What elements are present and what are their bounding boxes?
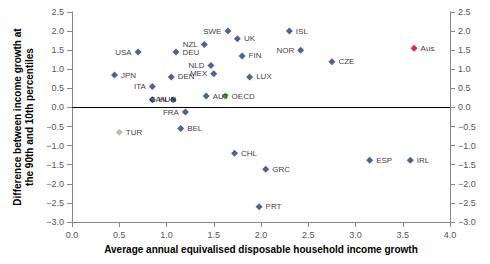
- svg-text:LUX: LUX: [256, 72, 272, 81]
- svg-text:0.0: 0.0: [66, 230, 79, 240]
- svg-text:Difference between income grow: Difference between income growth at: [12, 28, 23, 206]
- svg-text:SWE: SWE: [203, 27, 221, 36]
- svg-text:2.0: 2.0: [51, 26, 64, 36]
- svg-text:1.0: 1.0: [160, 230, 173, 240]
- svg-text:DEN: DEN: [177, 72, 195, 82]
- svg-text:AUT: AUT: [213, 92, 229, 101]
- svg-text:CAN: CAN: [150, 95, 167, 104]
- svg-text:USA: USA: [115, 48, 132, 57]
- svg-text:−0.5: −0.5: [458, 122, 476, 132]
- svg-text:2.5: 2.5: [458, 7, 471, 17]
- svg-text:2.0: 2.0: [458, 26, 471, 36]
- svg-text:OECD: OECD: [232, 92, 255, 101]
- svg-text:−3.0: −3.0: [46, 217, 64, 227]
- svg-text:0.5: 0.5: [458, 83, 471, 93]
- svg-text:ISL: ISL: [296, 27, 309, 36]
- svg-text:−2.0: −2.0: [46, 179, 64, 189]
- svg-text:−1.5: −1.5: [46, 160, 64, 170]
- svg-text:ITA: ITA: [134, 82, 147, 91]
- svg-text:CZE: CZE: [338, 57, 354, 66]
- svg-text:Aus: Aus: [421, 44, 435, 53]
- svg-text:1.0: 1.0: [51, 64, 64, 74]
- svg-text:JPN: JPN: [121, 71, 136, 80]
- svg-text:GRC: GRC: [272, 165, 290, 174]
- svg-text:−1.5: −1.5: [458, 160, 476, 170]
- svg-text:HUN: HUN: [158, 95, 177, 105]
- svg-text:UK: UK: [244, 34, 256, 43]
- svg-text:−1.0: −1.0: [46, 141, 64, 151]
- svg-text:3.5: 3.5: [396, 230, 409, 240]
- svg-text:1.5: 1.5: [458, 45, 471, 55]
- svg-text:2.5: 2.5: [51, 7, 64, 17]
- svg-text:−2.5: −2.5: [46, 198, 64, 208]
- svg-text:MEX: MEX: [190, 69, 208, 78]
- svg-text:1.5: 1.5: [207, 230, 220, 240]
- svg-text:0.0: 0.0: [51, 102, 64, 112]
- svg-text:IRL: IRL: [417, 156, 430, 165]
- svg-text:CHL: CHL: [241, 149, 258, 158]
- svg-text:Average annual equivalised dis: Average annual equivalised disposable ho…: [104, 244, 418, 255]
- svg-text:0.5: 0.5: [113, 230, 126, 240]
- svg-text:−3.0: −3.0: [458, 217, 476, 227]
- svg-text:4.0: 4.0: [444, 230, 457, 240]
- svg-text:PRT: PRT: [266, 202, 282, 211]
- svg-text:ESP: ESP: [376, 156, 392, 165]
- svg-text:TUR: TUR: [126, 128, 143, 137]
- svg-text:−2.0: −2.0: [458, 179, 476, 189]
- svg-text:−1.0: −1.0: [458, 141, 476, 151]
- svg-text:FIN: FIN: [249, 51, 262, 60]
- svg-text:2.5: 2.5: [302, 230, 315, 240]
- svg-text:the 90th and 10th percentiles: the 90th and 10th percentiles: [24, 48, 35, 186]
- svg-text:−2.5: −2.5: [458, 198, 476, 208]
- svg-text:−0.5: −0.5: [46, 122, 64, 132]
- svg-text:DEU: DEU: [182, 47, 200, 57]
- svg-text:NZL: NZL: [183, 40, 199, 49]
- svg-text:FRA: FRA: [163, 108, 180, 117]
- svg-text:0.5: 0.5: [51, 83, 64, 93]
- svg-text:1.0: 1.0: [458, 64, 471, 74]
- svg-text:0.0: 0.0: [458, 102, 471, 112]
- svg-text:3.0: 3.0: [349, 230, 362, 240]
- svg-text:BEL: BEL: [187, 124, 203, 133]
- svg-text:2.0: 2.0: [255, 230, 268, 240]
- svg-text:1.5: 1.5: [51, 45, 64, 55]
- svg-text:NOR: NOR: [276, 46, 294, 55]
- svg-text:NLD: NLD: [188, 61, 205, 70]
